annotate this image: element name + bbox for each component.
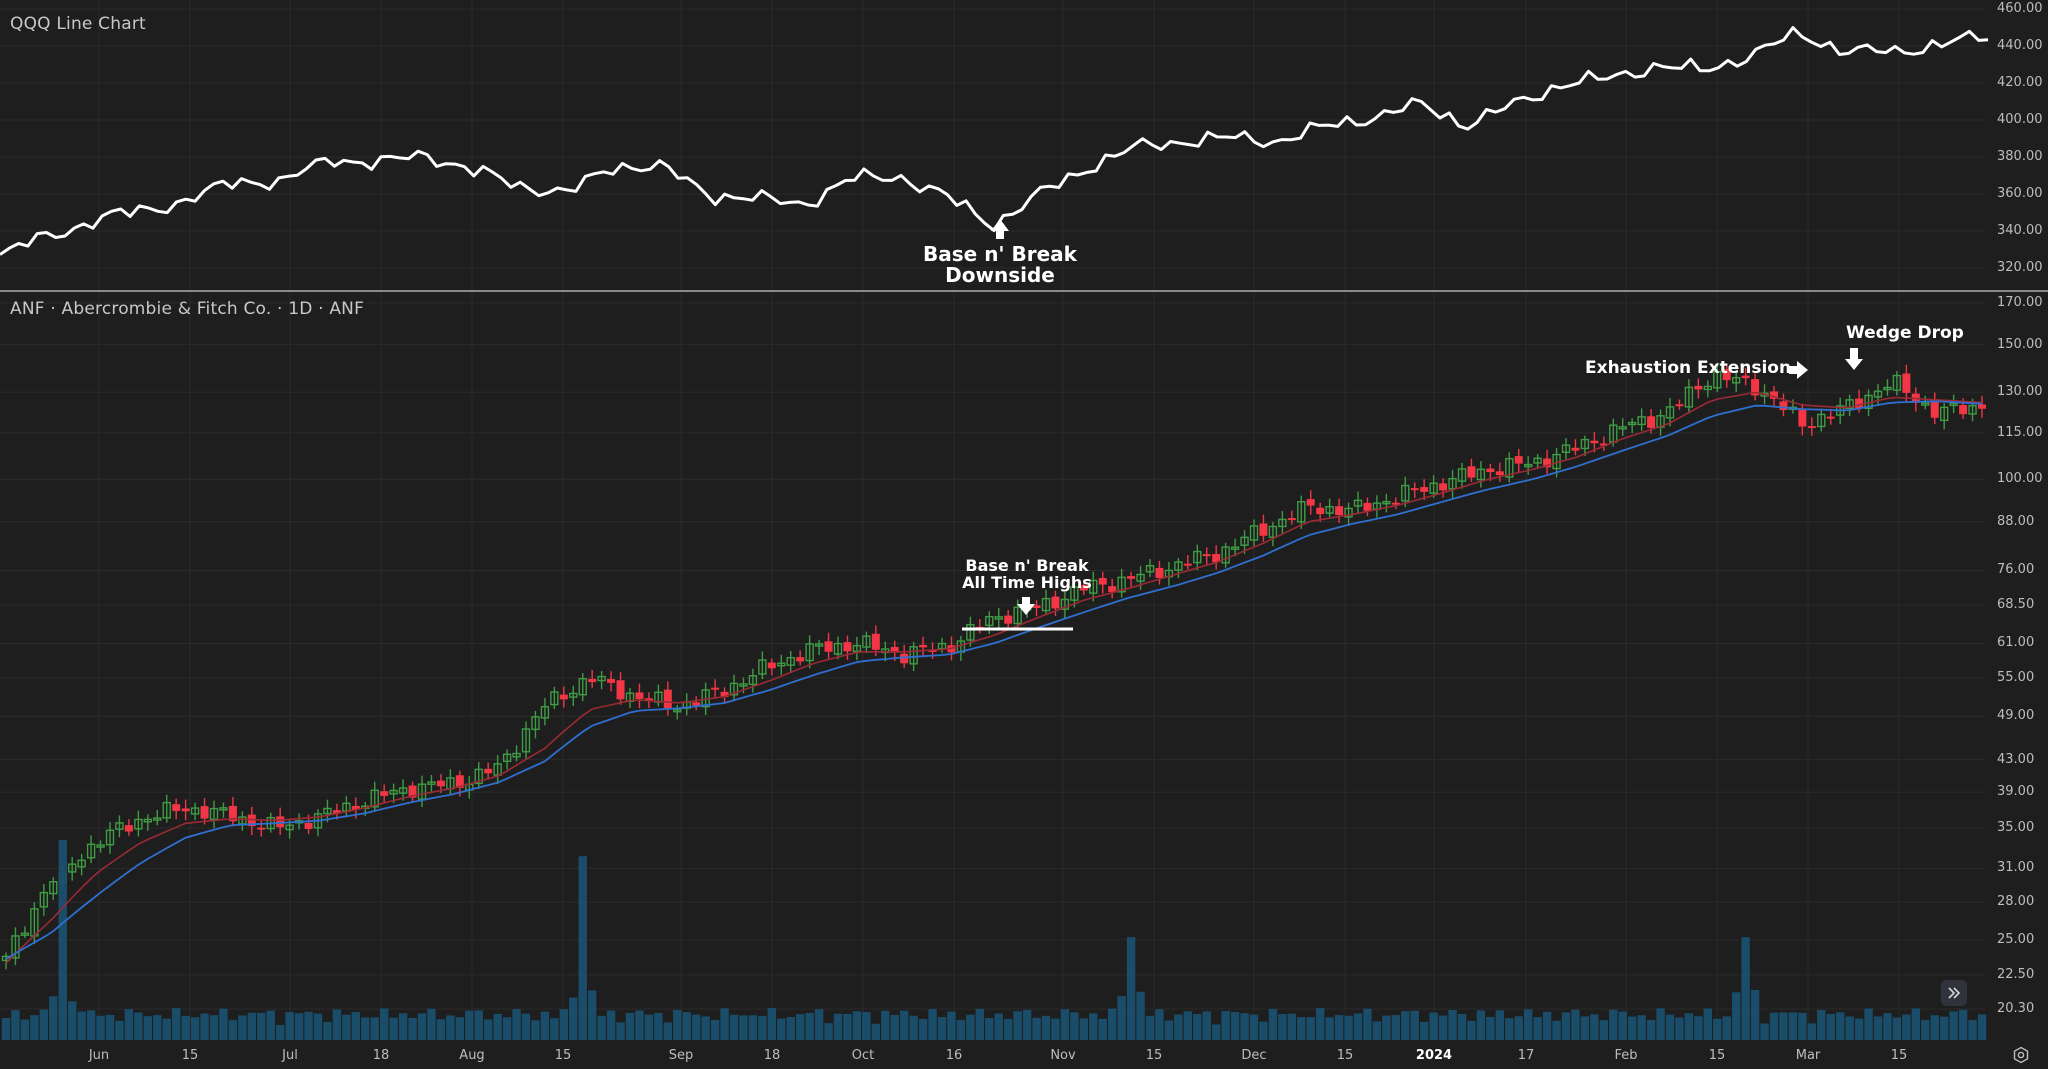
anf-candles [1,362,1986,970]
anf-axis-tick: 31.00 [1997,860,2035,876]
qqq-axis-tick: 420.00 [1997,75,2043,90]
anf-axis-tick: 39.00 [1997,784,2035,800]
annotation-exhaustion-extension: Exhaustion Extension [1585,358,1792,378]
qqq-axis-tick: 360.00 [1997,186,2043,201]
anf-axis-tick: 130.00 [1997,384,2043,400]
gear-hexagon-icon [2013,1046,2029,1064]
time-axis-tick: Oct [851,1048,875,1063]
qqq-axis-tick: 320.00 [1997,260,2043,275]
qqq-price-line [0,26,1989,256]
anf-axis-tick: 43.00 [1997,751,2035,767]
time-axis-tick: 2024 [1415,1048,1453,1063]
annotation-line: Base n' Break [965,556,1089,575]
anf-axis-tick: 55.00 [1997,669,2035,685]
time-axis-tick: Aug [459,1048,485,1063]
anf-axis-tick: 170.00 [1997,295,2043,310]
time-axis-tick: 16 [945,1048,963,1063]
double-chevron-right-icon [1948,987,1961,999]
time-axis-tick: Sep [668,1048,694,1063]
time-axis-tick: 18 [372,1048,390,1063]
anf-axis-tick: 49.00 [1997,708,2035,724]
time-axis-tick: Mar [1795,1048,1821,1063]
time-axis-tick: 15 [1708,1048,1726,1063]
anf-pane-title: ANF · Abercrombie & Fitch Co. · 1D · ANF [10,299,365,319]
anf-axis-tick: 88.00 [1997,513,2035,529]
anf-axis-tick: 76.00 [1997,562,2035,578]
time-axis-tick: Jun [88,1048,110,1063]
annotation-line: Downside [945,263,1055,287]
anf-axis-tick: 68.50 [1997,596,2035,612]
chart-settings-button[interactable] [2012,1046,2030,1064]
time-axis-tick: Nov [1050,1048,1076,1063]
ema-fast-line [5,391,1983,964]
time-axis-tick: 15 [1890,1048,1908,1063]
qqq-axis-tick: 400.00 [1997,112,2043,127]
time-axis-tick: 15 [1145,1048,1163,1063]
anf-axis-tick: 150.00 [1997,336,2043,352]
anf-axis-tick: 61.00 [1997,635,2035,651]
anf-volume-bars [1,840,1987,1040]
time-axis-tick: 15 [181,1048,199,1063]
annotation-wedge-drop: Wedge Drop [1846,323,1964,343]
qqq-pane-title: QQQ Line Chart [10,14,146,34]
annotation-line: All Time Highs [962,572,1092,592]
ema-slow-line [5,400,1983,960]
qqq-axis-tick: 440.00 [1997,38,2043,53]
anf-axis-tick: 28.00 [1997,894,2035,910]
time-axis-tick: Feb [1614,1048,1638,1063]
scroll-to-latest-button[interactable] [1941,980,1967,1006]
time-axis-tick: 17 [1517,1048,1535,1063]
time-axis-tick: 15 [554,1048,572,1063]
time-axis-tick: Jul [282,1048,298,1063]
anf-axis-tick: 20.30 [1997,1001,2035,1016]
anf-axis-tick: 35.00 [1997,820,2035,836]
time-axis-tick: 15 [1336,1048,1354,1063]
time-axis-tick: Dec [1241,1048,1267,1063]
anf-axis-tick: 100.00 [1997,471,2043,487]
anf-axis-tick: 22.50 [1997,966,2035,982]
anf-axis-tick: 115.00 [1997,424,2043,440]
qqq-axis-tick: 380.00 [1997,149,2043,164]
qqq-axis-tick: 340.00 [1997,223,2043,238]
time-axis-tick: 18 [763,1048,781,1063]
annotation-base-break-ath: Base n' Break All Time Highs [927,556,1127,592]
annotation-base-break-downside: Base n' Break Downside [900,244,1100,286]
anf-axis-tick: 25.00 [1997,931,2035,947]
annotation-line: Base n' Break [923,242,1077,266]
qqq-axis-tick: 460.00 [1997,1,2043,16]
